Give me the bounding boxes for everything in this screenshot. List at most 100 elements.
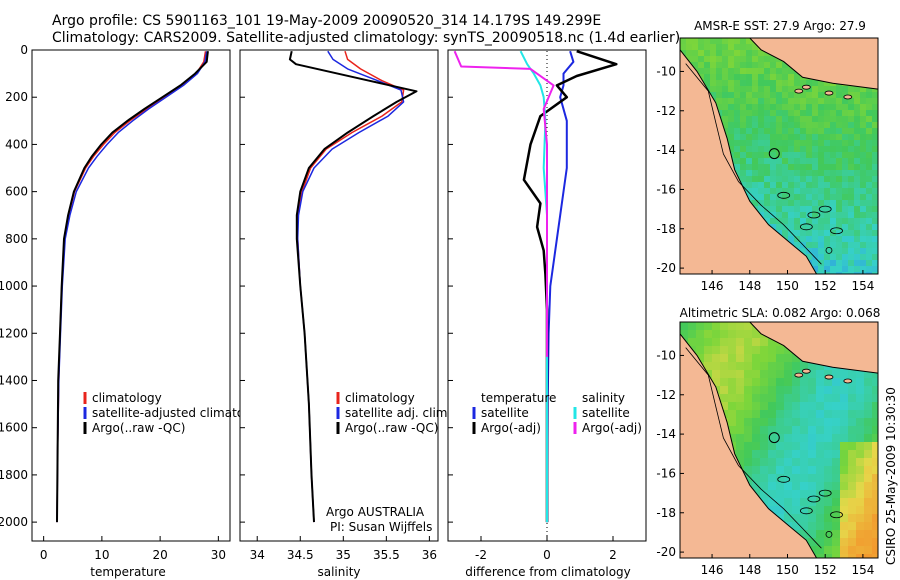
map-cell — [830, 152, 836, 158]
map-cell — [752, 170, 758, 176]
map-cell — [800, 236, 806, 242]
map-cell — [848, 104, 854, 110]
map-cell — [784, 378, 792, 386]
map-cell — [698, 38, 704, 44]
map-cell — [776, 410, 784, 418]
map-cell — [816, 378, 824, 386]
map-cell — [840, 442, 848, 450]
map-cell — [710, 80, 716, 86]
map-cell — [752, 482, 760, 490]
map-cell — [824, 218, 830, 224]
map-cell — [830, 266, 836, 272]
map-cell — [872, 158, 878, 164]
map-cell — [840, 466, 848, 474]
map-cell — [752, 122, 758, 128]
map-cell — [716, 80, 722, 86]
x-tick-label: 20 — [152, 548, 167, 562]
map-cell — [764, 68, 770, 74]
map-cell — [698, 56, 704, 62]
map-cell — [824, 418, 832, 426]
map-cell — [818, 140, 824, 146]
map-cell — [704, 330, 712, 338]
map-cell — [830, 134, 836, 140]
map-cell — [784, 506, 792, 514]
map-cell — [734, 68, 740, 74]
map-cell — [720, 330, 728, 338]
map-cell — [722, 80, 728, 86]
map-cell — [800, 490, 808, 498]
map-cell — [740, 122, 746, 128]
map-cell — [848, 188, 854, 194]
map-cell — [800, 434, 808, 442]
map-cell — [782, 158, 788, 164]
map-cell — [764, 194, 770, 200]
map-cell — [776, 386, 784, 394]
map-cell — [794, 140, 800, 146]
map-cell — [818, 92, 824, 98]
map-cell — [848, 554, 856, 558]
map-cell — [866, 272, 872, 274]
map-cell — [728, 38, 734, 44]
map-cell — [784, 354, 792, 362]
map-cell — [818, 116, 824, 122]
map-cell — [830, 122, 836, 128]
map-cell — [872, 212, 878, 218]
map-cell — [824, 394, 832, 402]
map-cell — [806, 170, 812, 176]
y-tick-label: 400 — [5, 137, 28, 151]
map-cell — [836, 218, 842, 224]
map-cell — [768, 498, 776, 506]
map-cell — [768, 458, 776, 466]
map-cell — [864, 450, 872, 458]
map-cell — [794, 104, 800, 110]
map-cell — [864, 466, 872, 474]
map-cell — [848, 194, 854, 200]
map-cell — [854, 266, 860, 272]
map-cell — [864, 378, 872, 386]
map-cell — [782, 224, 788, 230]
map-cell — [792, 474, 800, 482]
map-cell — [760, 498, 768, 506]
map-cell — [760, 378, 768, 386]
map-cell — [812, 176, 818, 182]
map-cell — [842, 218, 848, 224]
map-cell — [860, 158, 866, 164]
map-cell — [788, 224, 794, 230]
map-cell — [848, 546, 856, 554]
map-cell — [764, 134, 770, 140]
map-cell — [866, 110, 872, 116]
map-cell — [872, 410, 878, 418]
map-cell — [812, 140, 818, 146]
map-cell — [800, 386, 808, 394]
legend-label-climatology: climatology — [92, 391, 162, 405]
map-cell — [872, 260, 878, 266]
map-cell — [740, 86, 746, 92]
map-cell — [854, 110, 860, 116]
map-cell — [836, 140, 842, 146]
map-cell — [832, 546, 840, 554]
map-cell — [752, 188, 758, 194]
map-cell — [848, 378, 856, 386]
map-cell — [788, 236, 794, 242]
map-cell — [806, 164, 812, 170]
map-cell — [752, 386, 760, 394]
map-cell — [832, 370, 840, 378]
map-cell — [866, 188, 872, 194]
map-cell — [722, 104, 728, 110]
series-line-salinity-argo — [453, 50, 555, 357]
map-cell — [848, 474, 856, 482]
map-cell — [728, 110, 734, 116]
map-cell — [866, 218, 872, 224]
y-tick-label: 1200 — [0, 326, 28, 340]
map-cell — [866, 230, 872, 236]
map-cell — [784, 490, 792, 498]
map-cell — [794, 98, 800, 104]
map-cell — [688, 330, 696, 338]
map-cell — [812, 206, 818, 212]
map-cell — [824, 434, 832, 442]
map-cell — [788, 206, 794, 212]
map-cell — [836, 212, 842, 218]
map-cell — [860, 92, 866, 98]
map-cell — [840, 370, 848, 378]
map-cell — [856, 474, 864, 482]
